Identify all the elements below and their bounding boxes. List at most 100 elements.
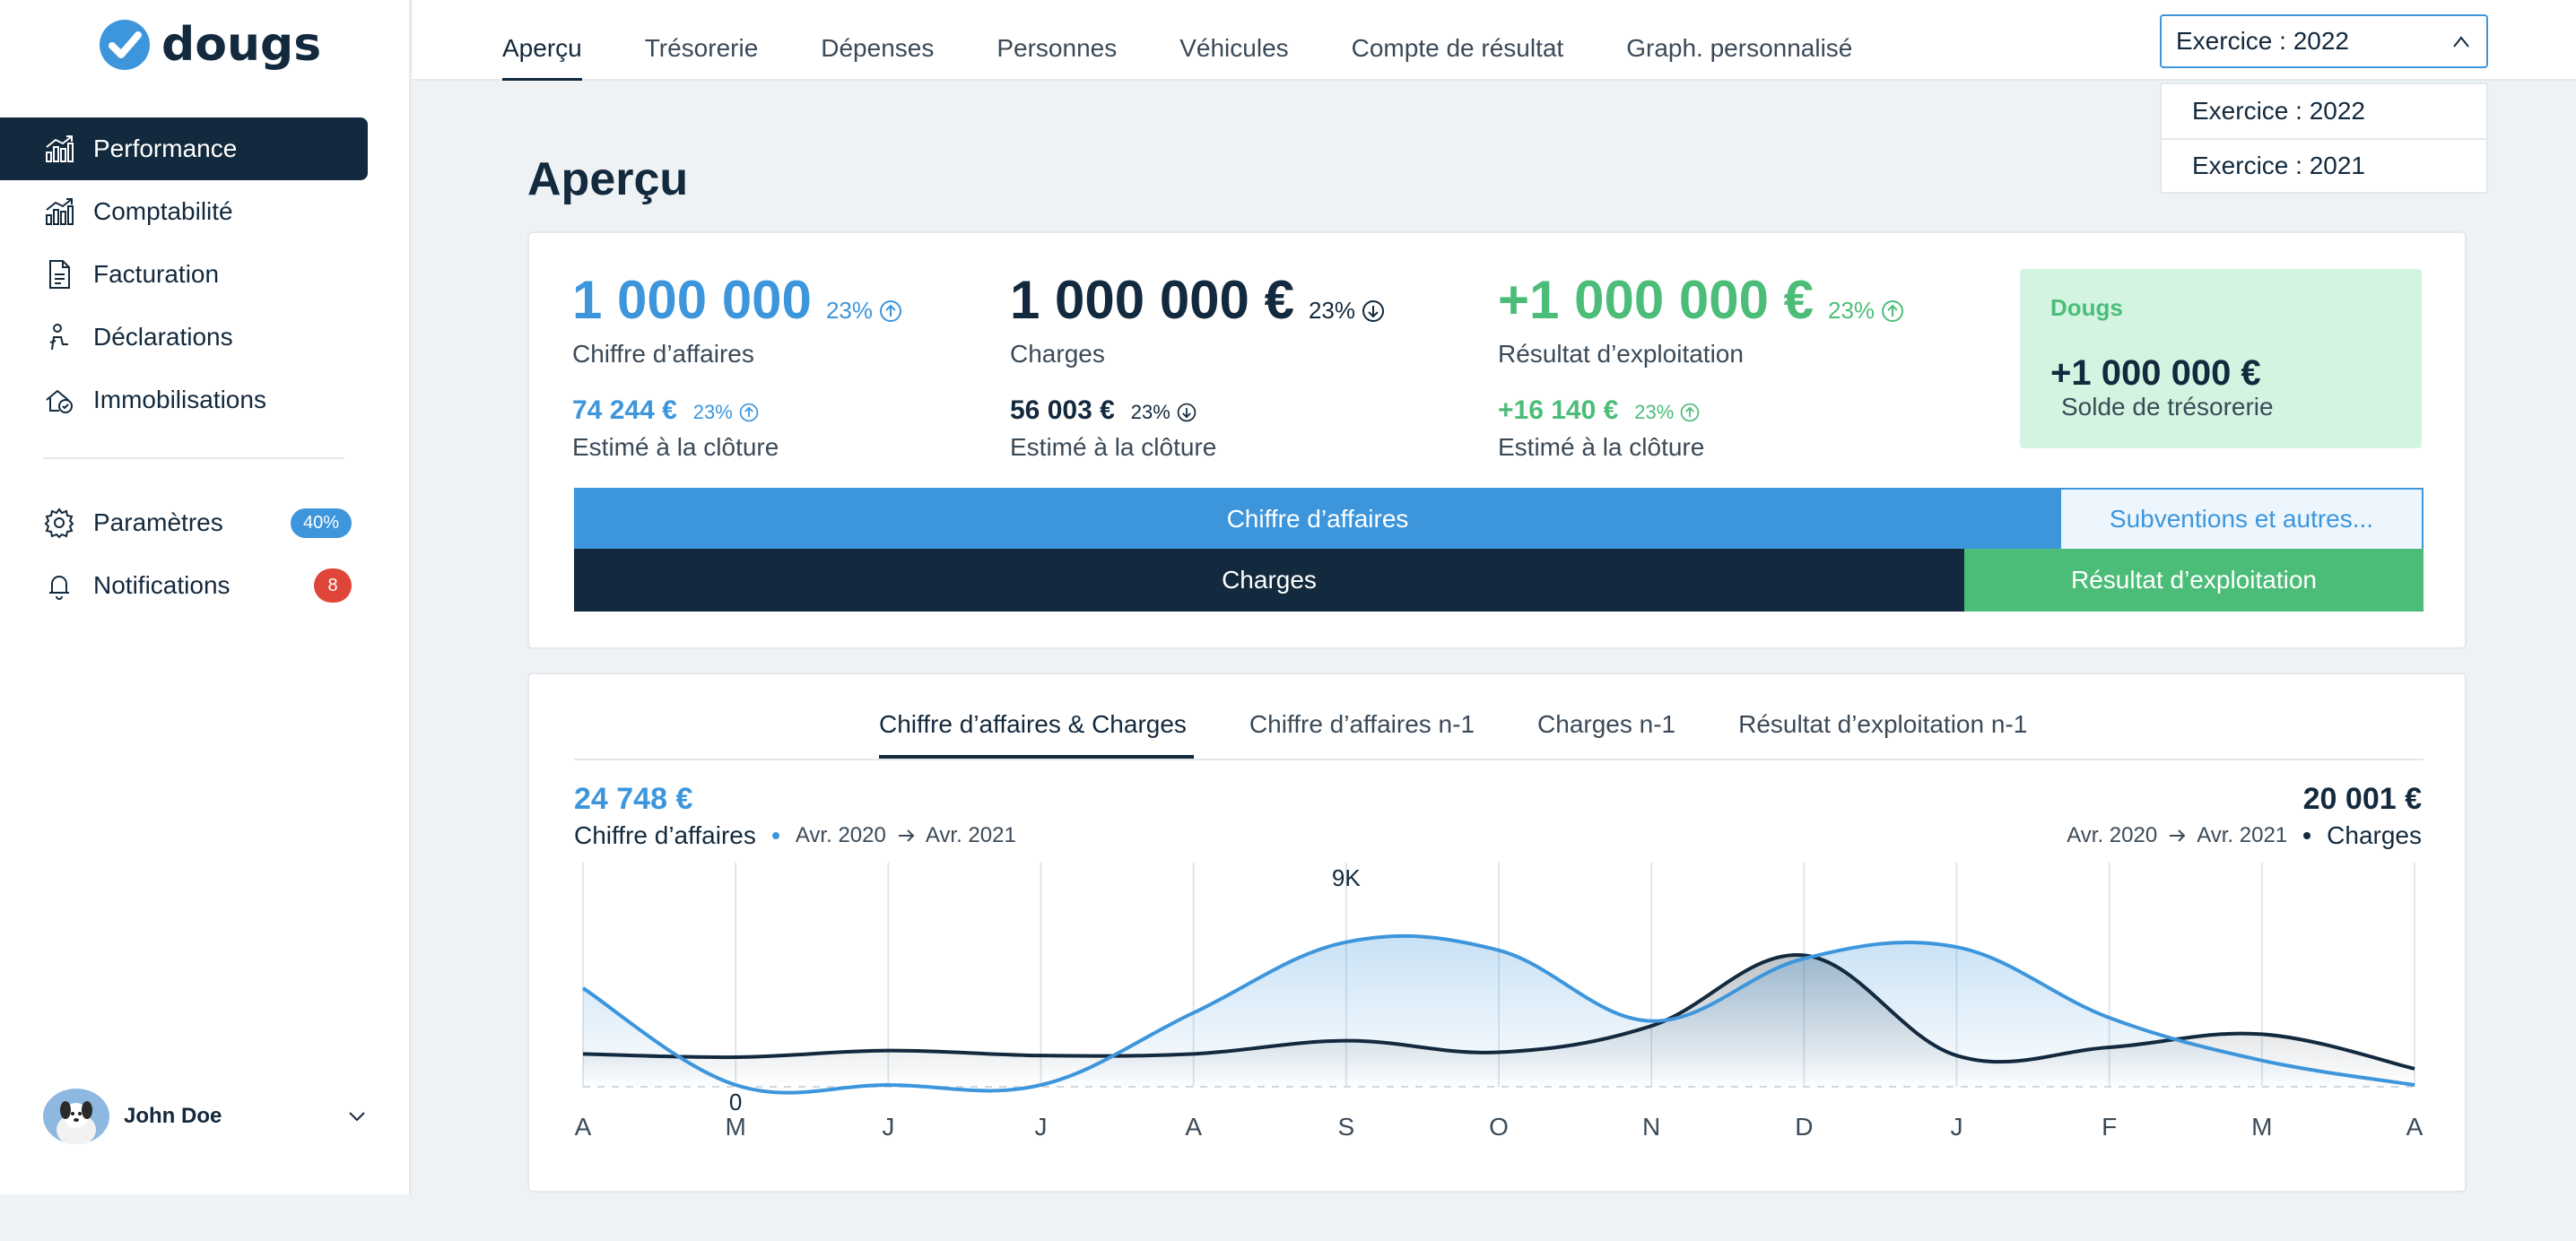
kpi-estimate-percent: 23% <box>1634 401 1675 423</box>
sidebar-item-label: Immobilisations <box>93 386 266 413</box>
tab-graph-personnalise[interactable]: Graph. personnalisé <box>1626 34 1853 62</box>
arrow-right-icon <box>898 829 915 842</box>
revenue-segment[interactable]: Chiffre d’affaires <box>574 488 2061 551</box>
x-tick-label: M <box>726 1113 746 1141</box>
sidebar-item-declarations[interactable]: Déclarations <box>0 306 368 369</box>
chart-revenue-legend: Chiffre d’affaires Avr. 2020 Avr. 2021 <box>574 821 1016 850</box>
invoice-icon <box>49 260 70 289</box>
kpi-estimate-label: Estimé à la clôture <box>1498 433 1705 461</box>
sidebar-item-label: Notifications <box>93 571 231 599</box>
sidebar-item-notifications[interactable]: Notifications 8 <box>0 554 368 617</box>
check-logo-icon <box>100 20 150 70</box>
chart-tab-revenue-charges[interactable]: Chiffre d’affaires & Charges <box>879 710 1194 759</box>
sidebar: dougs Performance Comptabilité Facturati… <box>0 0 411 1194</box>
result-segment[interactable]: Résultat d’exploitation <box>1964 549 2424 612</box>
kpi-percent: 23% <box>1828 297 1875 324</box>
legend-label: Chiffre d’affaires <box>574 821 756 849</box>
subsidies-segment[interactable]: Subventions et autres... <box>2061 488 2424 551</box>
arrow-up-circle-icon <box>1681 403 1700 422</box>
chart-charges-total: 20 001 € <box>2302 782 2422 816</box>
tab-depenses[interactable]: Dépenses <box>821 34 935 62</box>
sidebar-item-facturation[interactable]: Facturation <box>0 243 368 306</box>
x-tick-label: S <box>1337 1113 1354 1141</box>
treasury-title: Dougs <box>2050 294 2123 321</box>
bar-chart-icon <box>46 135 74 162</box>
kpi-estimate-percent: 23% <box>1130 401 1171 423</box>
avatar <box>43 1089 109 1144</box>
brand-name: dougs <box>161 18 322 72</box>
tab-tresorerie[interactable]: Trésorerie <box>644 34 759 62</box>
kpi-value: 1 000 000 <box>572 270 812 330</box>
chart-card: Chiffre d’affaires & Charges Chiffre d’a… <box>527 673 2467 1193</box>
sidebar-divider <box>43 457 344 459</box>
brand-logo[interactable]: dougs <box>99 18 321 72</box>
legend-dot <box>771 832 779 839</box>
main-nav: Performance Comptabilité Facturation Déc… <box>0 117 368 431</box>
kpi-estimate-label: Estimé à la clôture <box>572 433 779 461</box>
sidebar-item-parametres[interactable]: Paramètres 40% <box>0 491 368 554</box>
chart-tab-result-prev[interactable]: Résultat d’exploitation n-1 <box>1738 710 2028 738</box>
data-label: 9K <box>1332 864 1361 891</box>
chart-tab-charges-prev[interactable]: Charges n-1 <box>1537 710 1676 738</box>
arrow-down-circle-icon <box>1177 403 1197 422</box>
tab-compte-de-resultat[interactable]: Compte de résultat <box>1351 34 1564 62</box>
sidebar-item-label: Performance <box>93 135 238 162</box>
fiscal-year-dropdown: Exercice : 2022 Exercice : 2021 <box>2160 82 2488 194</box>
tab-personnes[interactable]: Personnes <box>996 34 1118 62</box>
arrow-up-circle-icon <box>1882 299 1904 322</box>
period-to: Avr. 2021 <box>925 823 1016 847</box>
charges-breakdown-bar: Charges Résultat d’exploitation <box>574 549 2424 612</box>
sidebar-item-performance[interactable]: Performance <box>0 117 368 180</box>
series-line-charges[interactable] <box>582 953 2415 1071</box>
user-menu[interactable]: John Doe <box>43 1089 370 1144</box>
notification-count-badge: 8 <box>314 568 352 603</box>
x-tick-label: J <box>882 1113 894 1141</box>
arrow-up-circle-icon <box>739 403 759 422</box>
tab-vehicules[interactable]: Véhicules <box>1179 34 1289 62</box>
kpi-label: Résultat d’exploitation <box>1498 340 1744 368</box>
chevron-down-icon[interactable] <box>344 1104 370 1129</box>
kpi-estimate: 74 244 € <box>572 395 677 425</box>
x-tick-label: D <box>1795 1113 1813 1141</box>
declaration-icon <box>49 324 68 351</box>
dog-avatar-icon <box>43 1089 109 1144</box>
revenue-charges-chart: 9K 0 A M J J A S O N D J F M A <box>575 863 2424 1141</box>
revenue-breakdown-bar: Chiffre d’affaires Subventions et autres… <box>574 488 2424 551</box>
kpi-label: Charges <box>1010 340 1105 368</box>
chart-tabs: Chiffre d’affaires & Charges Chiffre d’a… <box>879 710 2090 759</box>
series-line-revenue[interactable] <box>581 933 2415 1095</box>
sidebar-item-label: Paramètres <box>93 508 223 536</box>
arrow-right-icon <box>2170 829 2186 842</box>
series-area-revenue <box>583 935 2415 1093</box>
arrow-down-circle-icon <box>1362 299 1385 322</box>
sidebar-item-label: Comptabilité <box>93 197 233 225</box>
chart-tab-revenue-prev[interactable]: Chiffre d’affaires n-1 <box>1249 710 1475 738</box>
x-tick-label: A <box>2406 1113 2424 1141</box>
fiscal-year-select[interactable]: Exercice : 2022 <box>2160 14 2488 68</box>
secondary-nav: Paramètres 40% Notifications 8 <box>0 491 368 617</box>
sidebar-item-label: Déclarations <box>93 323 233 351</box>
kpi-percent: 23% <box>825 297 873 324</box>
chevron-up-icon <box>2453 36 2469 48</box>
sidebar-item-immobilisations[interactable]: Immobilisations <box>0 369 368 431</box>
kpi-charges: 1 000 000 € 23% Charges 56 003 € 23% Est… <box>1010 269 1386 462</box>
tab-apercu[interactable]: Aperçu <box>502 34 582 81</box>
kpi-estimate: 56 003 € <box>1010 395 1115 425</box>
fiscal-year-option-2022[interactable]: Exercice : 2022 <box>2192 97 2365 125</box>
bar-chart-icon <box>46 198 74 225</box>
legend-dot <box>2303 832 2311 839</box>
x-tick-label: N <box>1642 1113 1660 1141</box>
kpi-result: +1 000 000 € 23% Résultat d’exploitation… <box>1498 269 1905 462</box>
data-label: 0 <box>729 1089 742 1115</box>
kpi-revenue: 1 000 000 23% Chiffre d’affaires 74 244 … <box>572 269 903 462</box>
period-from: Avr. 2020 <box>2067 823 2158 847</box>
x-tick-label: J <box>1035 1113 1048 1141</box>
kpi-estimate: +16 140 € <box>1498 395 1619 425</box>
x-tick-label: F <box>2102 1113 2117 1141</box>
period-to: Avr. 2021 <box>2197 823 2288 847</box>
x-tick-label: A <box>575 1113 592 1141</box>
charges-segment[interactable]: Charges <box>574 549 1964 612</box>
arrow-up-circle-icon <box>879 299 901 322</box>
fiscal-year-option-2021[interactable]: Exercice : 2021 <box>2162 138 2486 192</box>
sidebar-item-comptabilite[interactable]: Comptabilité <box>0 180 368 243</box>
